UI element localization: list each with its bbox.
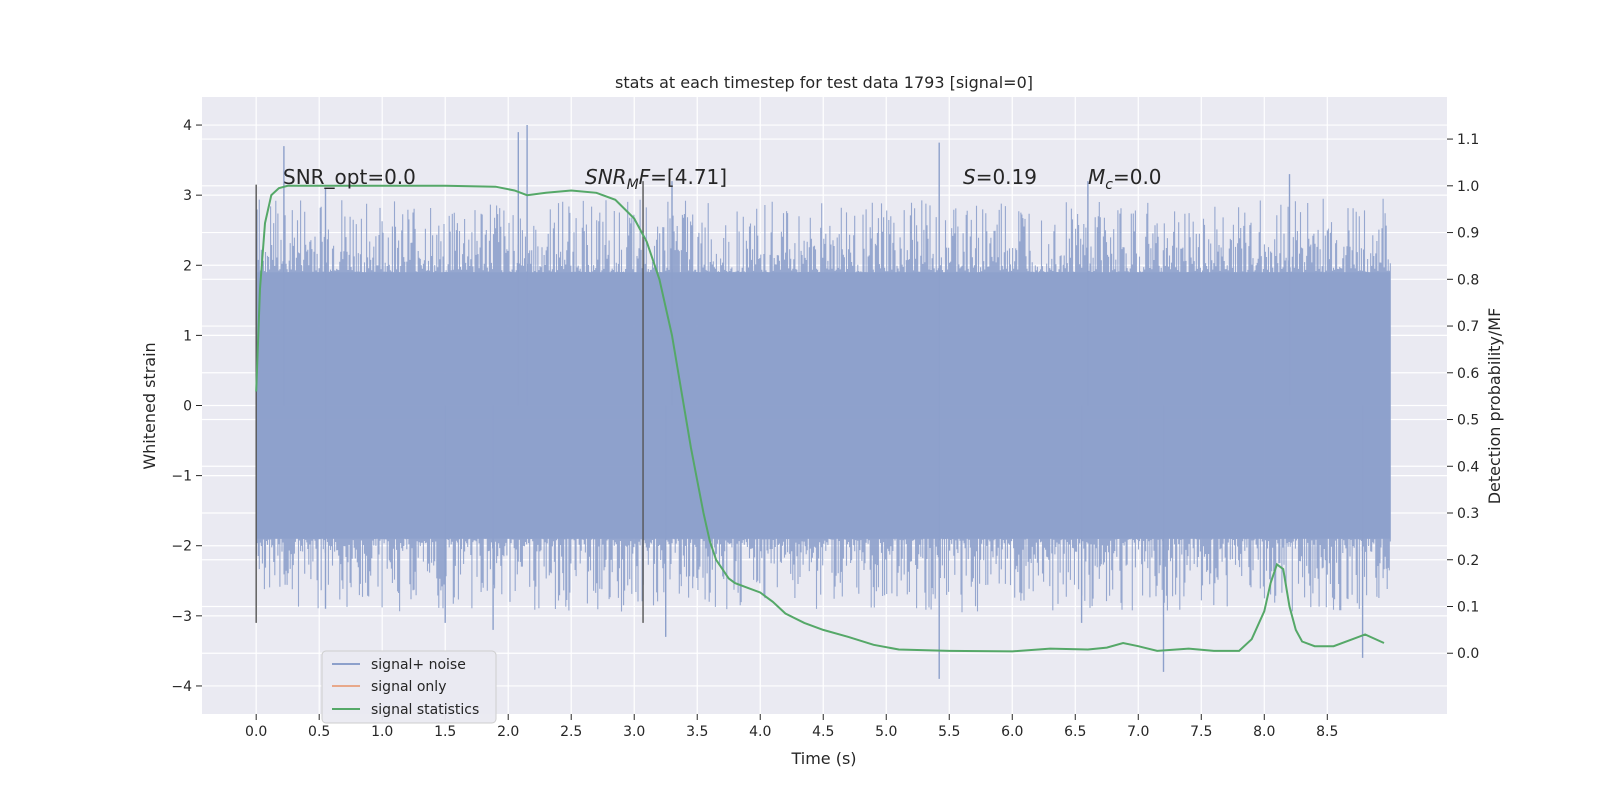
y-left-tick-label: −3 — [171, 609, 192, 625]
x-tick-label: 7.5 — [1190, 724, 1212, 740]
x-tick-label: 5.0 — [875, 724, 897, 740]
y-right-tick-label: 0.3 — [1457, 506, 1479, 522]
noise-extreme-spikes — [283, 125, 1364, 679]
legend-label-signal-noise: signal+ noise — [371, 657, 466, 673]
x-tick-label: 6.5 — [1064, 724, 1086, 740]
x-tick-label: 1.5 — [434, 724, 456, 740]
y-right-tick-label: 0.5 — [1457, 413, 1479, 429]
legend: signal+ noise signal only signal statist… — [321, 650, 497, 724]
series-signal-statistics — [255, 184, 1385, 653]
x-tick-label: 7.0 — [1127, 724, 1149, 740]
y-right-tick-label: 0.1 — [1457, 599, 1479, 615]
x-tick-label: 2.5 — [560, 724, 582, 740]
y-axis-left-label: Whitened strain — [140, 342, 159, 469]
y-right-tick-label: 1.0 — [1457, 179, 1479, 195]
chart-title: stats at each timestep for test data 179… — [615, 73, 1033, 92]
x-tick-label: 0.5 — [308, 724, 330, 740]
y-left-tick-label: −2 — [171, 539, 192, 555]
annotation-mc: Mc=0.0 — [1088, 165, 1162, 193]
y-right-tick-label: 0.7 — [1457, 319, 1479, 335]
vertical-markers — [255, 181, 644, 623]
y-right-tick-label: 0.6 — [1457, 366, 1479, 382]
y-left-tick-label: 1 — [183, 328, 192, 344]
x-tick-label: 4.0 — [749, 724, 771, 740]
x-tick-label: 4.5 — [812, 724, 834, 740]
x-tick-label: 1.0 — [371, 724, 393, 740]
y-left-tick-label: 3 — [183, 188, 192, 204]
y-right-tick-label: 0.9 — [1457, 226, 1479, 242]
annotation-snr-mf: SNRMF=[4.71] — [585, 165, 727, 193]
series-signal-noise — [255, 125, 1391, 679]
y-left-tick-label: 0 — [183, 399, 192, 415]
signal-statistics-line — [255, 184, 1385, 653]
x-tick-label: 2.0 — [497, 724, 519, 740]
y-left-tick-label: 2 — [183, 258, 192, 274]
x-tick-label: 8.0 — [1253, 724, 1275, 740]
y-axis-right-label: Detection probability/MF — [1485, 308, 1504, 505]
y-right-tick-label: 0.8 — [1457, 272, 1479, 288]
y-left-tick-label: −1 — [171, 469, 192, 485]
y-right-tick-label: 0.4 — [1457, 459, 1479, 475]
x-tick-label: 5.5 — [938, 724, 960, 740]
axes: 0.0 0.5 1.0 1.5 2.0 2.5 3.0 3.5 4.0 4.5 5.0 5.5 6.0 6… — [171, 118, 1479, 740]
annotation-snr-opt: SNR_opt=0.0 — [283, 165, 416, 189]
y-right-tick-label: 0.0 — [1457, 646, 1479, 662]
x-axis-label: Time (s) — [790, 749, 856, 768]
legend-label-signal-only: signal only — [371, 679, 446, 695]
legend-box — [321, 650, 497, 724]
y-left-tick-label: −4 — [171, 679, 192, 695]
y-right-tick-label: 0.2 — [1457, 553, 1479, 569]
x-tick-label: 3.0 — [623, 724, 645, 740]
annotations: SNR_opt=0.0 SNRMF=[4.71] S=0.19 Mc=0.0 — [283, 165, 1162, 193]
x-tick-label: 6.0 — [1001, 724, 1023, 740]
annotation-s: S=0.19 — [963, 165, 1037, 189]
legend-label-signal-statistics: signal statistics — [371, 702, 479, 718]
x-tick-label: 3.5 — [686, 724, 708, 740]
y-right-tick-label: 1.1 — [1457, 132, 1479, 148]
y-left-tick-label: 4 — [183, 118, 192, 134]
x-tick-label: 8.5 — [1316, 724, 1338, 740]
x-tick-label: 0.0 — [245, 724, 267, 740]
